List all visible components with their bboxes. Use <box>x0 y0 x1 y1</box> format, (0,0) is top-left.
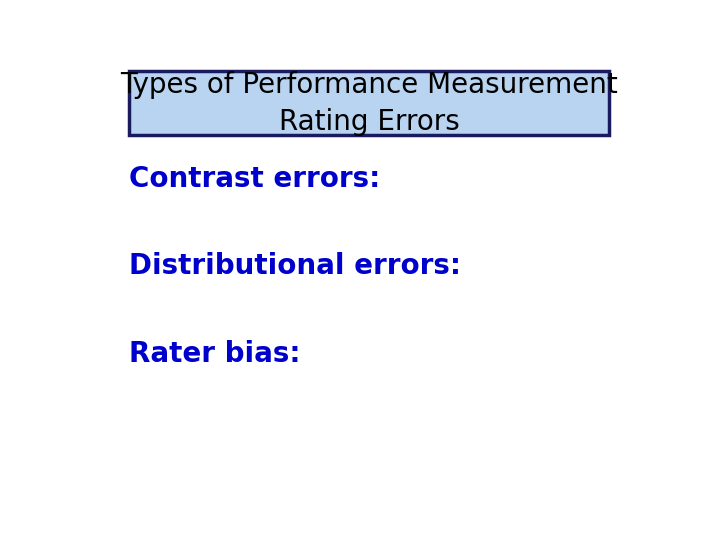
Text: Contrast errors:: Contrast errors: <box>129 165 380 193</box>
Text: Rater bias:: Rater bias: <box>129 340 300 368</box>
Text: Distributional errors:: Distributional errors: <box>129 253 461 280</box>
FancyBboxPatch shape <box>129 71 609 136</box>
Text: Types of Performance Measurement
Rating Errors: Types of Performance Measurement Rating … <box>120 71 618 136</box>
